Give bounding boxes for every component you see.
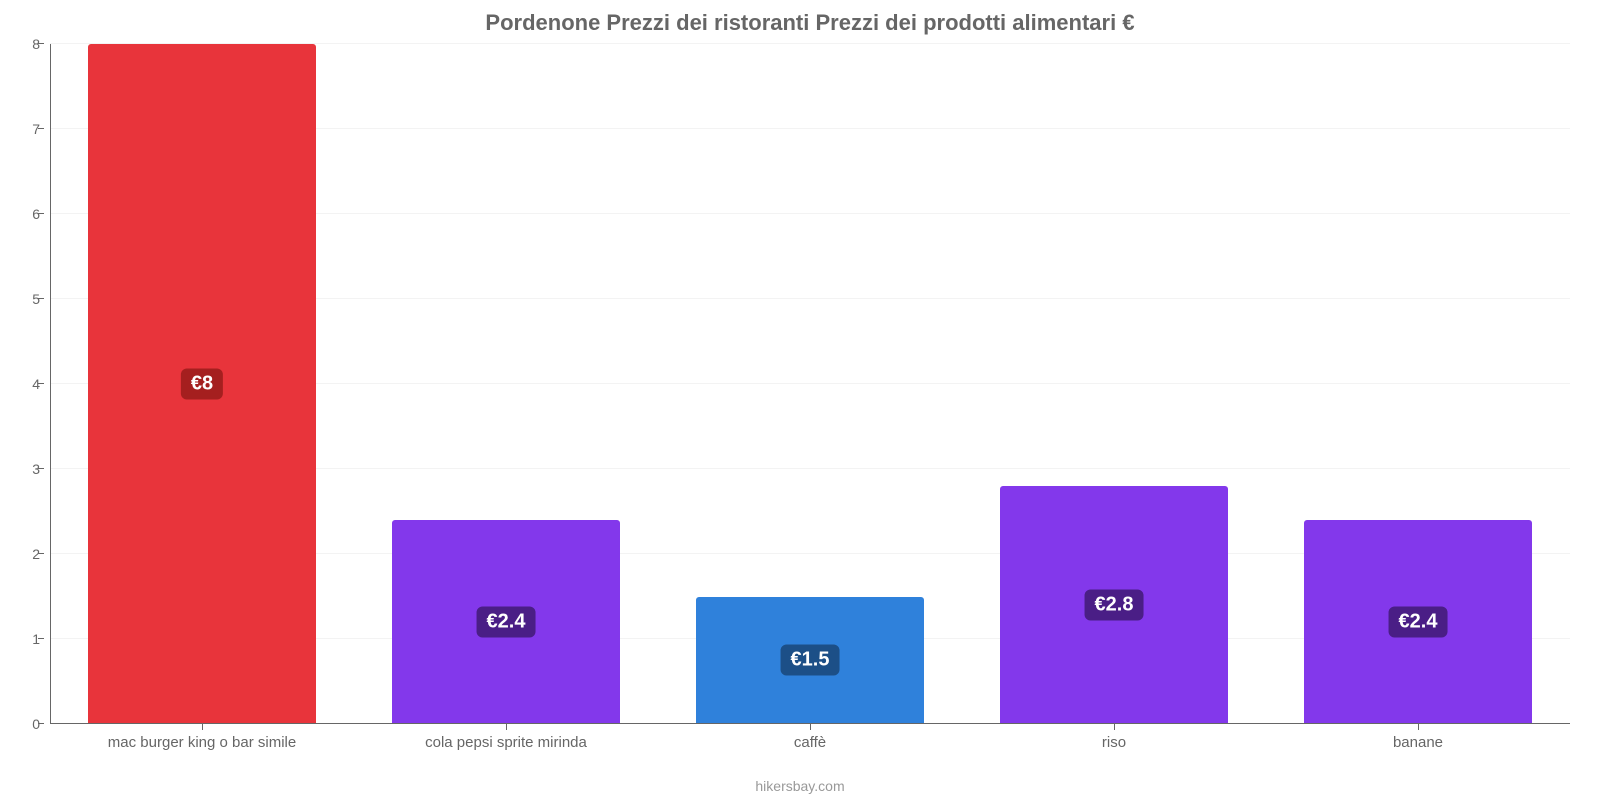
y-tick-mark: [38, 553, 44, 554]
credit-text: hikersbay.com: [0, 778, 1600, 794]
x-axis-label: caffè: [794, 734, 826, 751]
chart-title: Pordenone Prezzi dei ristoranti Prezzi d…: [50, 10, 1570, 36]
x-tick-mark: [202, 724, 203, 730]
y-tick-mark: [38, 298, 44, 299]
x-tick-mark: [810, 724, 811, 730]
bar-value-badge: €8: [181, 369, 223, 400]
y-tick-mark: [38, 43, 44, 44]
bar-value-badge: €2.4: [1389, 607, 1448, 638]
bars-container: €8mac burger king o bar simile€2.4cola p…: [50, 44, 1570, 724]
bar-value-badge: €2.4: [477, 607, 536, 638]
bar-slot: €8mac burger king o bar simile: [50, 44, 354, 724]
x-tick-mark: [1114, 724, 1115, 730]
x-axis-line: [50, 723, 1570, 724]
y-tick-mark: [38, 128, 44, 129]
y-tick-label: 7: [16, 121, 40, 137]
bar-slot: €2.4cola pepsi sprite mirinda: [354, 44, 658, 724]
y-tick-label: 2: [16, 546, 40, 562]
y-tick-mark: [38, 723, 44, 724]
y-tick-label: 8: [16, 36, 40, 52]
y-tick-mark: [38, 468, 44, 469]
price-bar-chart: Pordenone Prezzi dei ristoranti Prezzi d…: [0, 0, 1600, 800]
bar-value-badge: €1.5: [781, 645, 840, 676]
x-axis-label: banane: [1393, 734, 1443, 751]
y-tick-label: 5: [16, 291, 40, 307]
y-tick-label: 4: [16, 376, 40, 392]
bar-value-badge: €2.8: [1085, 590, 1144, 621]
y-tick-label: 0: [16, 716, 40, 732]
y-tick-mark: [38, 383, 44, 384]
plot-area: 012345678 €8mac burger king o bar simile…: [50, 44, 1570, 724]
x-tick-mark: [506, 724, 507, 730]
bar-slot: €1.5caffè: [658, 44, 962, 724]
y-tick-label: 6: [16, 206, 40, 222]
bar-slot: €2.8riso: [962, 44, 1266, 724]
y-tick-label: 1: [16, 631, 40, 647]
bar-slot: €2.4banane: [1266, 44, 1570, 724]
x-tick-mark: [1418, 724, 1419, 730]
y-tick-label: 3: [16, 461, 40, 477]
y-tick-mark: [38, 638, 44, 639]
x-axis-label: mac burger king o bar simile: [108, 734, 296, 751]
x-axis-label: cola pepsi sprite mirinda: [425, 734, 587, 751]
y-tick-mark: [38, 213, 44, 214]
x-axis-label: riso: [1102, 734, 1126, 751]
